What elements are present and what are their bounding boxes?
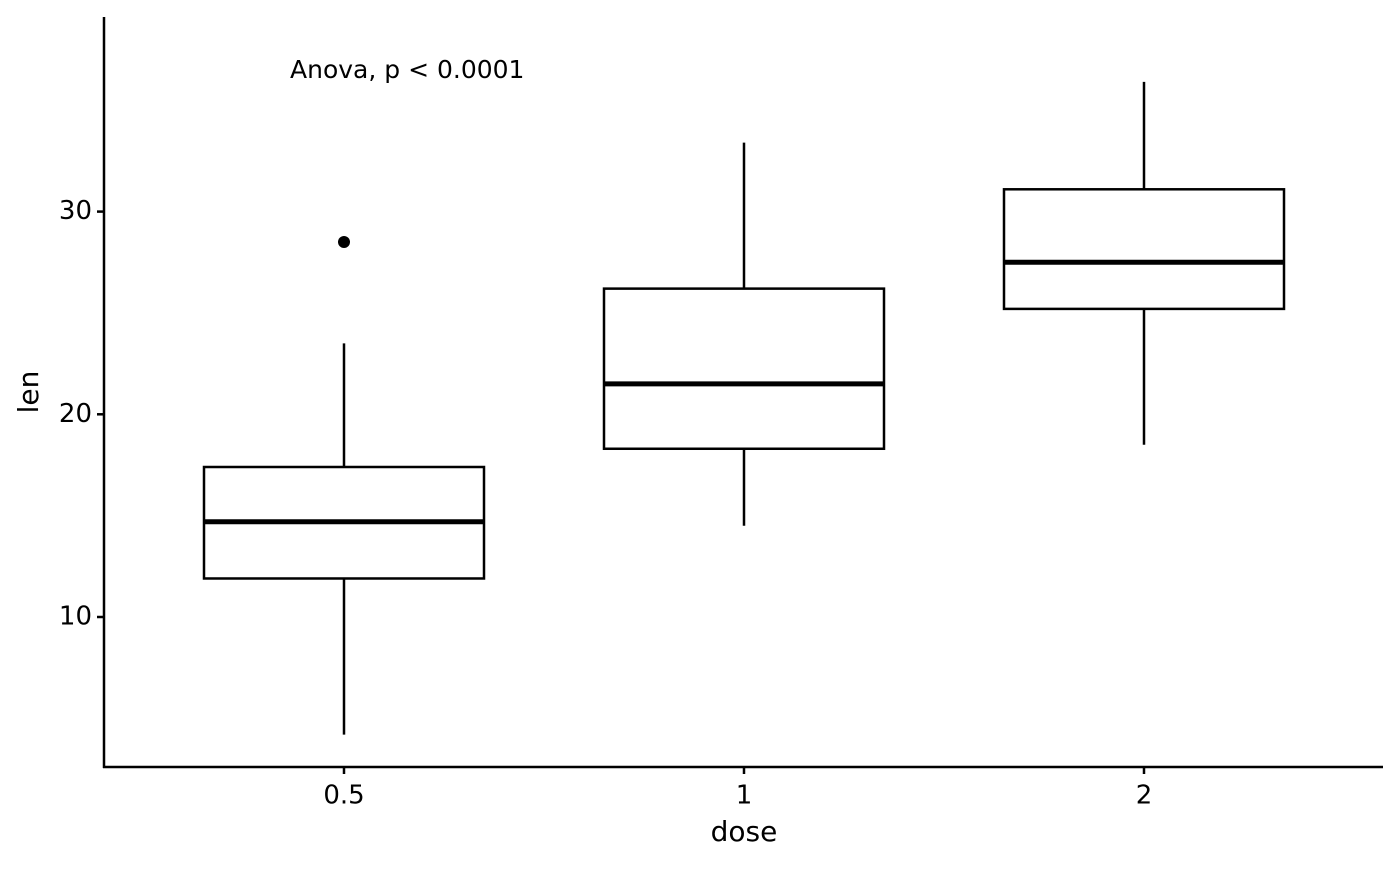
x-tick-label: 0.5 <box>323 781 364 811</box>
annotation: Anova, p < 0.0001 <box>290 55 524 84</box>
box <box>1002 188 1286 311</box>
y-tick-label: 10 <box>59 602 92 632</box>
box <box>602 287 886 451</box>
x-tick-label: 2 <box>1136 781 1153 811</box>
y-axis-title: len <box>12 371 45 414</box>
x-tick-label: 1 <box>736 781 753 811</box>
x-axis-title: dose <box>711 815 778 848</box>
y-tick-label: 30 <box>59 196 92 226</box>
y-tick-label: 20 <box>59 399 92 429</box>
outlier <box>338 236 350 248</box>
